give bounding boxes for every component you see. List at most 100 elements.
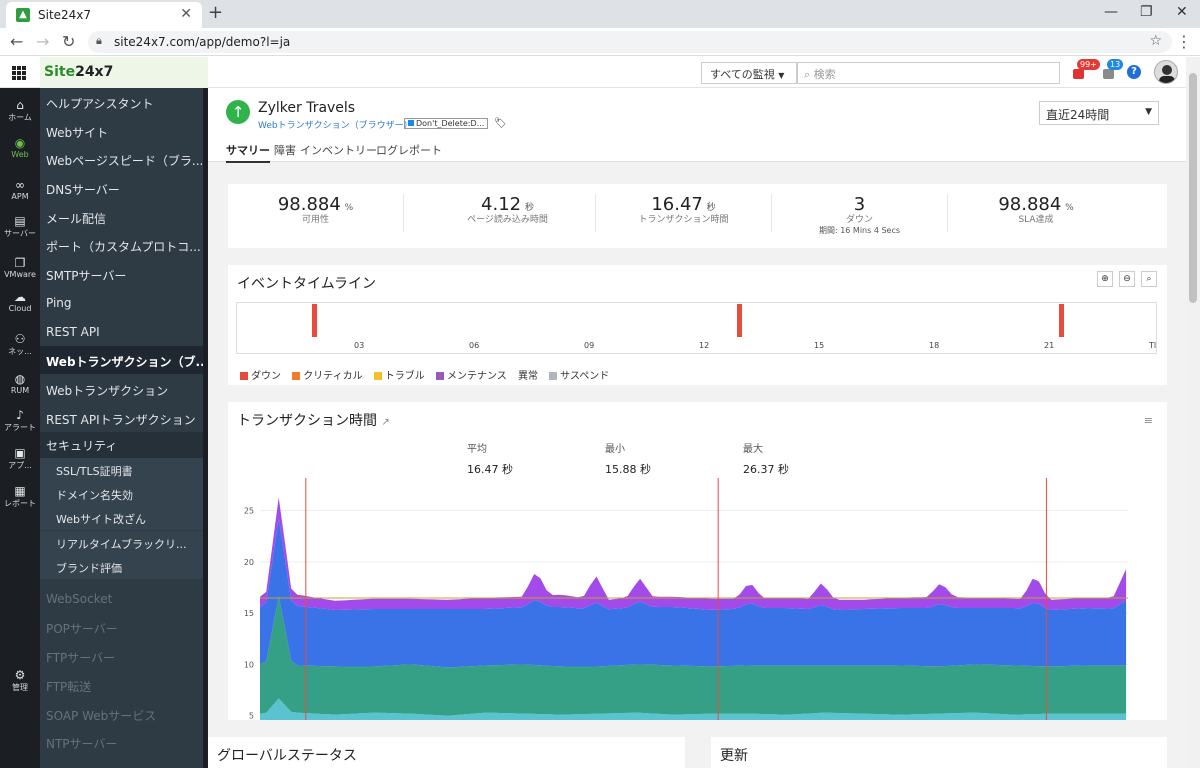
timeline-track[interactable]: 03 06 09 12 15 18 21 Tl <box>236 302 1157 354</box>
menu-item-disabled[interactable]: FTPサーバー <box>46 651 116 665</box>
alerts-icon[interactable]: 99+ <box>1071 59 1100 81</box>
menu-item-disabled[interactable]: NTPサーバー <box>46 737 118 751</box>
rail-rum[interactable]: ◍ RUM <box>0 372 40 395</box>
zoom-reset-icon[interactable]: ⌕ <box>1141 271 1157 287</box>
messages-icon[interactable]: 13 <box>1101 59 1124 81</box>
menu-item[interactable]: ポート（カスタムプロトコ... <box>46 240 201 254</box>
tab-outages[interactable]: 障害 <box>274 144 296 157</box>
bookmark-star-icon[interactable]: ☆ <box>1149 33 1162 49</box>
menu-section-security[interactable]: セキュリティ <box>40 432 203 458</box>
rail-network[interactable]: ⚇ ネッ... <box>0 332 40 357</box>
rail-server[interactable]: ▤ サーバー <box>0 214 40 239</box>
rail-admin[interactable]: ⚙ 管理 <box>0 668 40 693</box>
legend-critical[interactable]: クリティカル <box>292 371 363 382</box>
submenu-item[interactable]: ドメイン名失効 <box>40 482 203 506</box>
menu-item[interactable]: Webページスピード（ブラ... <box>46 154 203 168</box>
rail-alerts-label: アラート <box>4 423 36 432</box>
submenu-item[interactable]: リアルタイムブラックリ... <box>40 531 203 555</box>
rail-cloud[interactable]: ☁ Cloud <box>0 290 40 313</box>
menu-item-active[interactable]: Webトランザクション（ブ... <box>40 346 203 374</box>
menu-item[interactable]: Ping <box>46 296 72 310</box>
rail-apps[interactable]: ▣ アプ... <box>0 446 40 471</box>
down-event-marker[interactable] <box>312 304 317 337</box>
app-icon: ▣ <box>14 446 26 460</box>
chart-menu-icon[interactable]: ≡ <box>1143 414 1153 427</box>
monitor-type-link[interactable]: Webトランザクション（ブラウザー） <box>258 121 413 131</box>
menu-item[interactable]: DNSサーバー <box>46 183 120 197</box>
tab-inventory[interactable]: インベントリー <box>300 144 377 157</box>
submenu-item[interactable]: ブランド評価 <box>40 555 203 579</box>
period-select[interactable]: 直近24時間 ▼ <box>1039 101 1159 125</box>
browser-menu-icon[interactable]: ⋮ <box>1176 32 1192 51</box>
maximize-icon[interactable]: ❐ <box>1140 4 1153 20</box>
legend-down[interactable]: ダウン <box>240 371 281 382</box>
kpi-value: 98.884 <box>277 194 341 215</box>
kpi-down[interactable]: 3 ダウン 期間: 16 Mins 4 Secs <box>772 194 948 235</box>
search-input[interactable]: ⌕ 検索 <box>797 62 1060 84</box>
chevron-down-icon: ▼ <box>778 71 785 80</box>
scrollbar-thumb[interactable] <box>1189 73 1197 303</box>
legend-trouble[interactable]: トラブル <box>373 371 425 382</box>
new-tab-button[interactable]: + <box>208 2 224 23</box>
app-grid-icon[interactable] <box>12 66 26 80</box>
menu-item-disabled[interactable]: SOAP Webサービス <box>46 709 157 723</box>
menu-scrollbar[interactable] <box>203 88 208 768</box>
rail-vmware-label: VMware <box>4 270 36 279</box>
site24x7-logo[interactable]: Site24x7 <box>40 57 208 88</box>
legend-anomaly[interactable]: 異常 <box>517 371 538 382</box>
submenu-item[interactable]: SSL/TLS証明書 <box>40 458 203 482</box>
menu-item[interactable]: REST APIトランザクション <box>46 413 196 427</box>
menu-item[interactable]: ヘルプアシスタント <box>46 97 154 111</box>
legend-maintenance[interactable]: メンテナンス <box>435 371 507 382</box>
rail-alerts[interactable]: ♪ アラート <box>0 408 40 433</box>
transaction-time-chart[interactable]: 051015202501:0002:0003:0004:0005:0006:00… <box>228 402 1167 720</box>
legend-suspend[interactable]: サスペンド <box>549 371 609 382</box>
monitor-select[interactable]: すべての監視 ▼ <box>701 62 797 84</box>
zoom-in-icon[interactable]: ⊕ <box>1097 271 1113 287</box>
menu-item-disabled[interactable]: POPサーバー <box>46 622 118 636</box>
tab-summary[interactable]: サマリー <box>226 142 270 163</box>
back-icon[interactable]: ← <box>10 32 24 51</box>
binoculars-icon: ∞ <box>15 178 25 192</box>
menu-item[interactable]: REST API <box>46 325 100 339</box>
kpi-availability: 98.884 % 可用性 <box>228 194 404 232</box>
reload-icon[interactable]: ↻ <box>62 32 76 51</box>
minimize-icon[interactable]: — <box>1104 4 1118 20</box>
url-field[interactable]: 🔒︎ site24x7.com/app/demo?l=ja ☆ <box>88 31 1172 53</box>
monitor-tag[interactable]: Don't_Delete:D... <box>404 118 489 129</box>
tag-icon[interactable]: 🏷︎ <box>494 118 507 129</box>
submenu-item[interactable]: Webサイト改ざん <box>40 506 203 530</box>
menu-item-disabled[interactable]: FTP転送 <box>46 680 92 694</box>
user-avatar[interactable] <box>1154 60 1178 84</box>
menu-item-disabled[interactable]: WebSocket <box>46 592 113 606</box>
stat-value: 26.37 秒 <box>743 463 789 476</box>
close-window-icon[interactable]: ✕ <box>1176 4 1188 20</box>
transaction-time-title[interactable]: トランザクション時間 ↗ <box>237 410 390 430</box>
stat-label: 最大 <box>743 444 763 455</box>
timeline-tick: 06 <box>469 341 480 350</box>
forward-icon[interactable]: → <box>36 32 50 51</box>
down-event-marker[interactable] <box>737 304 742 337</box>
rail-web[interactable]: ◉ Web <box>0 136 40 159</box>
y-tick-label: 5 <box>249 712 254 720</box>
kpi-value: 3 <box>853 194 866 215</box>
menu-item[interactable]: メール配信 <box>46 212 107 226</box>
page-scrollbar[interactable] <box>1186 57 1200 768</box>
menu-item[interactable]: Webサイト <box>46 126 109 140</box>
zoom-out-icon[interactable]: ⊖ <box>1119 271 1135 287</box>
rail-home[interactable]: ⌂ ホーム <box>0 98 40 123</box>
stat-label: 最小 <box>605 444 625 455</box>
rail-vmware[interactable]: ❐ VMware <box>0 256 40 279</box>
browser-tab[interactable]: ▲ Site24x7 ✕ <box>6 2 202 28</box>
external-link-icon[interactable]: ↗ <box>381 417 390 428</box>
menu-item[interactable]: Webトランザクション <box>46 384 169 398</box>
down-event-marker[interactable] <box>1059 304 1064 337</box>
close-tab-icon[interactable]: ✕ <box>180 6 192 22</box>
server-icon: ▤ <box>14 214 26 228</box>
rail-reports[interactable]: ▦ レポート <box>0 484 40 509</box>
menu-item[interactable]: SMTPサーバー <box>46 269 127 283</box>
rail-apm[interactable]: ∞ APM <box>0 178 40 201</box>
tab-log-report[interactable]: ログレポート <box>376 144 442 157</box>
stat-max: 最大 26.37 秒 <box>743 440 789 477</box>
help-icon[interactable]: ? <box>1127 65 1141 79</box>
